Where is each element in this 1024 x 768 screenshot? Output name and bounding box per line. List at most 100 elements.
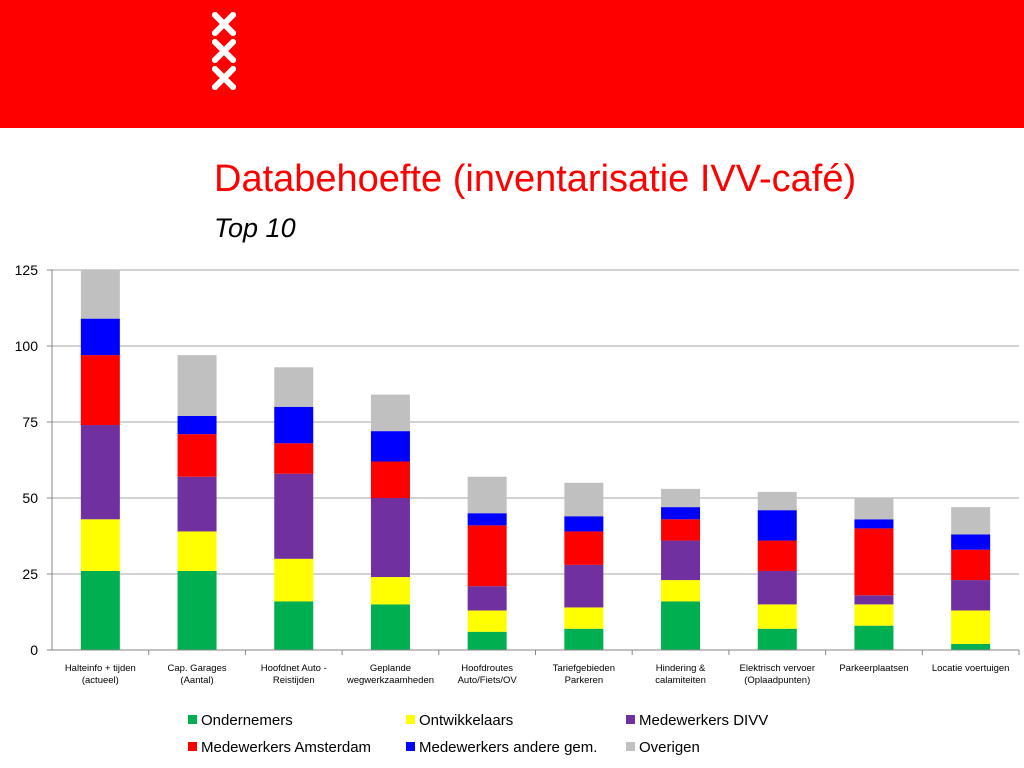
x-axis: Halteinfo + tijden(actueel)Cap. Garages(… xyxy=(52,649,1020,686)
bar-segment xyxy=(564,564,604,608)
bar-segment xyxy=(757,491,797,511)
x-tick-label: (Oplaadpunten) xyxy=(744,675,810,686)
bar-segment xyxy=(177,570,217,650)
x-tick-label: Parkeren xyxy=(565,675,604,686)
x-tick-label: Cap. Garages xyxy=(167,663,226,674)
x-tick-label: Hindering & xyxy=(656,663,706,674)
x-tick-label: wegwerkzaamheden xyxy=(346,675,434,686)
bar-segment xyxy=(951,549,991,581)
bar-segment xyxy=(467,525,507,587)
bar-segment xyxy=(564,607,604,629)
x-tick-label: Tariefgebieden xyxy=(553,663,615,674)
bar-segment xyxy=(854,519,894,529)
bar-segment xyxy=(661,540,701,581)
legend-label: Overigen xyxy=(639,739,700,756)
y-tick-label: 100 xyxy=(15,338,39,354)
bar-segment xyxy=(467,631,507,650)
bar-segment xyxy=(80,425,120,520)
bar-segment xyxy=(661,519,701,541)
bar-segment xyxy=(274,443,314,474)
legend-label: Ondernemers xyxy=(201,712,293,729)
bar-segment xyxy=(854,498,894,520)
chart-legend: Ondernemers Ontwikkelaars Medewerkers DIVV… xyxy=(188,712,768,756)
bar-segment xyxy=(80,318,120,356)
bar-segment xyxy=(661,580,701,602)
bar-segment xyxy=(467,586,507,611)
bar-segment xyxy=(854,604,894,626)
bar-segment xyxy=(661,507,701,520)
x-tick-label: Auto/Fiets/OV xyxy=(458,675,518,686)
bar-segment xyxy=(177,434,217,477)
legend-swatch xyxy=(406,715,415,724)
bar-segment xyxy=(467,610,507,632)
bar-segment xyxy=(274,558,314,602)
bar-segment xyxy=(564,516,604,532)
bar-segment xyxy=(274,601,314,650)
bar-segment xyxy=(80,355,120,426)
bar-segment xyxy=(564,531,604,565)
bar-segment xyxy=(370,604,410,650)
x-tick-label: Reistijden xyxy=(273,675,315,686)
bar-segment xyxy=(757,604,797,629)
x-tick-label: Locatie voertuigen xyxy=(932,663,1010,674)
y-axis: 0 25 50 75 100 125 xyxy=(15,262,53,658)
bar-segment xyxy=(854,528,894,596)
legend-label: Medewerkers andere gem. xyxy=(419,739,597,756)
x-tick-label: Elektrisch vervoer xyxy=(740,663,816,674)
bar-segment xyxy=(757,570,797,605)
legend-label: Medewerkers Amsterdam xyxy=(201,739,371,756)
bar-segment xyxy=(370,394,410,432)
bar-segment xyxy=(951,534,991,550)
bar-segment xyxy=(177,355,217,416)
slide-title: Databehoefte (inventarisatie IVV-café) xyxy=(214,158,857,200)
andreas-cross-icon xyxy=(212,66,236,90)
y-tick-label: 75 xyxy=(22,414,38,430)
x-tick-label: Parkeerplaatsen xyxy=(839,663,908,674)
bar-segment xyxy=(370,461,410,498)
bar-segment xyxy=(177,476,217,532)
bar-segment xyxy=(370,577,410,605)
bar-segment xyxy=(177,415,217,435)
bar-segment xyxy=(951,580,991,611)
legend-swatch xyxy=(626,742,635,751)
bar-segment xyxy=(274,367,314,407)
x-tick-label: Halteinfo + tijden xyxy=(65,663,136,674)
legend-label: Ontwikkelaars xyxy=(419,712,513,729)
bar-segment xyxy=(951,643,991,650)
bar-segment xyxy=(661,601,701,650)
bar-segment xyxy=(370,498,410,578)
legend-label: Medewerkers DIVV xyxy=(639,712,768,729)
bar-segment xyxy=(661,488,701,508)
bar-segment xyxy=(854,595,894,605)
x-tick-label: Hoofdnet Auto - xyxy=(261,663,327,674)
bar-segment xyxy=(564,628,604,650)
bar-segment xyxy=(80,570,120,650)
bar-segment xyxy=(274,406,314,444)
stacked-bar-chart: 0 25 50 75 100 125 Halteinfo + tijden(actueel… xyxy=(15,262,1020,756)
bar-segment xyxy=(274,473,314,559)
y-tick-label: 25 xyxy=(22,566,38,582)
x-tick-label: (actueel) xyxy=(82,675,119,686)
bar-segment xyxy=(757,628,797,650)
andreas-cross-icon xyxy=(212,39,236,63)
y-tick-label: 125 xyxy=(15,262,39,278)
bar-segment xyxy=(951,610,991,644)
bar-segment xyxy=(854,625,894,650)
andreas-cross-icon xyxy=(212,12,236,36)
bar-segment xyxy=(757,510,797,541)
bar-segment xyxy=(467,513,507,526)
legend-swatch xyxy=(188,715,197,724)
chart-bars xyxy=(80,270,991,650)
x-tick-label: (Aantal) xyxy=(180,675,213,686)
bar-segment xyxy=(564,482,604,517)
header-banner xyxy=(0,0,1024,128)
legend-swatch xyxy=(406,742,415,751)
x-tick-label: Hoofdroutes xyxy=(461,663,513,674)
bar-segment xyxy=(80,270,120,319)
x-tick-label: Geplande xyxy=(370,663,411,674)
bar-segment xyxy=(80,519,120,571)
legend-swatch xyxy=(188,742,197,751)
legend-swatch xyxy=(626,715,635,724)
y-tick-label: 0 xyxy=(30,642,38,658)
bar-segment xyxy=(467,476,507,514)
